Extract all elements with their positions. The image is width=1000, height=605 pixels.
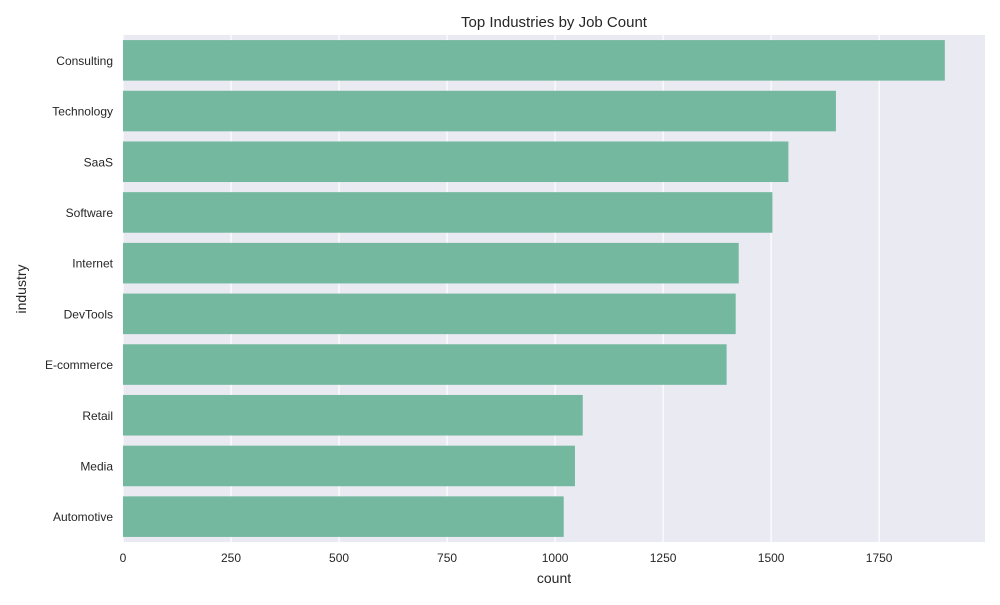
bar-devtools — [123, 293, 736, 335]
bar-e-commerce — [123, 344, 727, 385]
bars — [123, 40, 945, 537]
y-tick-label: Internet — [72, 257, 113, 271]
chart-title: Top Industries by Job Count — [461, 14, 648, 31]
y-tick-label: SaaS — [84, 155, 113, 169]
x-tick-label: 1500 — [758, 551, 785, 565]
x-tick-label: 1000 — [542, 551, 569, 565]
y-tick-label: Retail — [82, 409, 113, 423]
x-axis-label: count — [537, 570, 571, 586]
bar-technology — [123, 90, 836, 132]
y-tick-label: DevTools — [64, 307, 113, 321]
x-tick-label: 0 — [120, 551, 127, 565]
bar-saas — [123, 141, 789, 183]
bar-media — [123, 445, 575, 487]
bar-retail — [123, 394, 583, 436]
x-tick-label: 1250 — [650, 551, 677, 565]
y-tick-label: Consulting — [56, 54, 113, 68]
x-tick-label: 750 — [437, 551, 457, 565]
bar-consulting — [123, 40, 945, 81]
bar-automotive — [123, 496, 564, 537]
x-tick-label: 250 — [221, 551, 241, 565]
x-axis-ticks: 0 250 500 750 1000 1250 1500 1750 — [120, 551, 893, 565]
x-tick-label: 1750 — [866, 551, 893, 565]
y-tick-label: Media — [80, 459, 113, 473]
y-tick-label: Technology — [52, 105, 113, 119]
y-axis-label: industry — [13, 264, 29, 313]
x-tick-label: 500 — [329, 551, 349, 565]
bar-software — [123, 192, 773, 233]
y-tick-label: Automotive — [53, 510, 113, 524]
y-tick-label: Software — [66, 206, 114, 220]
y-tick-label: E-commerce — [45, 358, 113, 372]
bar-internet — [123, 242, 739, 284]
y-axis-ticks: Consulting Technology SaaS Software Internet… — [45, 54, 114, 524]
